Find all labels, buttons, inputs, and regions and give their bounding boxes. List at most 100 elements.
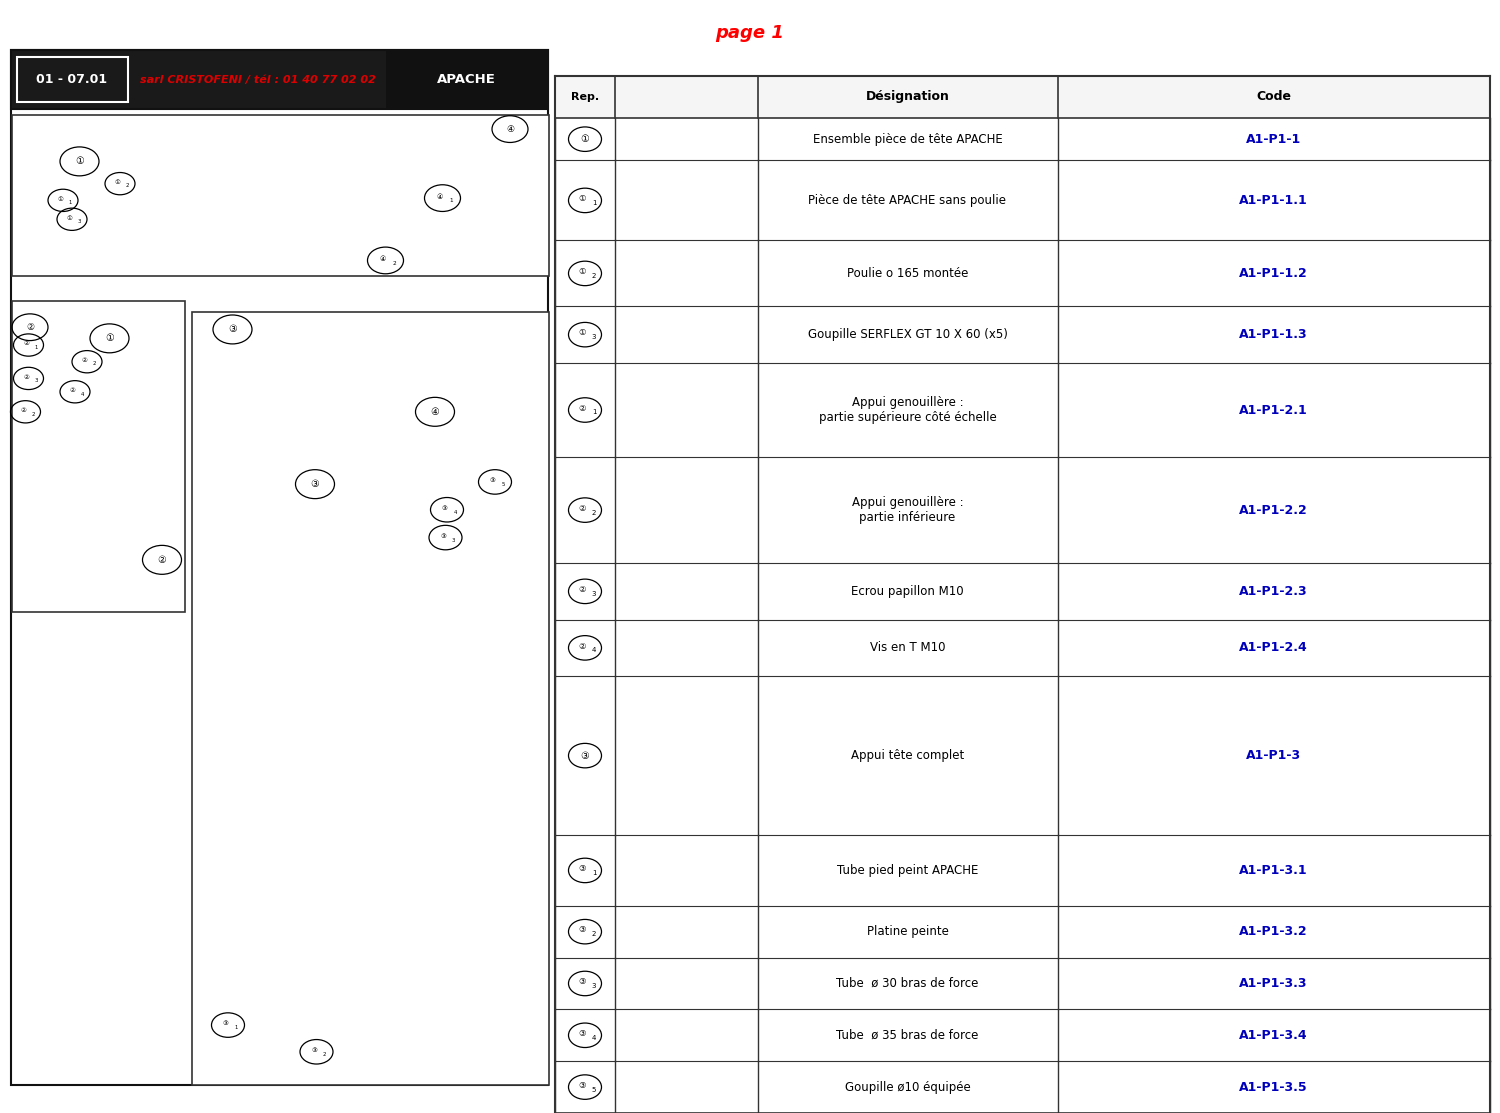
Text: ③: ③ [580,750,590,760]
Bar [555,620,1490,676]
Text: A1-P1-2.2: A1-P1-2.2 [1239,503,1308,516]
Text: A1-P1-2.1: A1-P1-2.1 [1239,404,1308,416]
Text: 5: 5 [592,1086,597,1093]
Text: ①: ① [578,328,585,337]
Text: Code: Code [1256,90,1292,104]
Bar [555,306,1490,363]
Text: ②: ② [578,504,585,513]
Text: ④: ④ [506,125,515,134]
Text: Vis en T M10: Vis en T M10 [870,641,945,654]
Text: 3: 3 [78,219,81,224]
Text: sarl CRISTOFENI / tél : 01 40 77 02 02: sarl CRISTOFENI / tél : 01 40 77 02 02 [140,75,375,85]
Text: ③: ③ [578,977,585,986]
Text: ③: ③ [578,864,585,873]
Text: Appui genouillère :
partie inférieure: Appui genouillère : partie inférieure [852,496,963,524]
Text: Goupille ø10 équipée: Goupille ø10 équipée [844,1081,970,1094]
Text: A1-P1-3.3: A1-P1-3.3 [1239,977,1308,989]
Text: ①: ① [75,157,84,166]
Text: ③: ③ [310,480,320,489]
Text: ③: ③ [228,325,237,334]
Text: A1-P1-3.2: A1-P1-3.2 [1239,925,1308,938]
Text: 1: 1 [234,1025,238,1030]
Text: A1-P1-3.1: A1-P1-3.1 [1239,864,1308,877]
Text: ②: ② [24,375,28,380]
Bar [555,906,1490,957]
Bar [12,301,184,612]
Text: 3: 3 [452,538,456,542]
Text: ②: ② [82,358,87,363]
Text: ③: ③ [578,1028,585,1038]
Text: ③: ③ [222,1022,228,1026]
Text: A1-P1-3.5: A1-P1-3.5 [1239,1081,1308,1094]
Bar [386,50,548,109]
Text: 2: 2 [393,260,396,266]
Text: 1: 1 [34,345,38,349]
Text: ③: ③ [440,534,446,539]
Text: Ecrou papillon M10: Ecrou papillon M10 [850,584,964,598]
Bar [555,563,1490,620]
Text: 2: 2 [592,932,597,937]
Bar [10,50,548,109]
Bar [10,50,548,1085]
Text: ①: ① [578,267,585,276]
Text: A1-P1-1: A1-P1-1 [1246,132,1300,146]
Bar [555,835,1490,906]
Text: Poulie o 165 montée: Poulie o 165 montée [847,267,968,279]
Text: ②: ② [578,404,585,413]
Text: ①: ① [105,334,114,343]
Text: 1: 1 [592,200,597,206]
Bar [555,957,1490,1009]
Text: Rep.: Rep. [572,92,598,101]
Text: ①: ① [68,216,72,220]
Text: 1: 1 [592,410,597,415]
Text: 3: 3 [34,378,38,383]
Text: ②: ② [26,323,34,332]
Bar [12,115,549,276]
Bar [555,1061,1490,1113]
Text: ④: ④ [436,194,442,199]
Text: A1-P1-3: A1-P1-3 [1246,749,1300,762]
Text: Platine peinte: Platine peinte [867,925,948,938]
Text: 2: 2 [592,510,597,515]
Bar [555,118,1490,160]
Text: ①: ① [578,194,585,203]
Text: ②: ② [578,641,585,650]
Text: 2: 2 [93,362,96,366]
Text: ②: ② [70,388,75,393]
Text: Appui genouillère :
partie supérieure côté échelle: Appui genouillère : partie supérieure cô… [819,396,996,424]
Text: 1: 1 [450,198,453,204]
Text: 3: 3 [592,983,597,989]
Bar [555,1009,1490,1061]
Bar [555,240,1490,306]
Text: 1: 1 [592,870,597,876]
Text: Tube  ø 35 bras de force: Tube ø 35 bras de force [837,1028,978,1042]
Bar [555,76,1490,118]
Text: 2: 2 [32,412,34,416]
Bar [16,57,128,102]
Bar [555,676,1490,835]
Text: ②: ② [158,555,166,564]
Text: Pièce de tête APACHE sans poulie: Pièce de tête APACHE sans poulie [808,194,1006,207]
Text: Ensemble pièce de tête APACHE: Ensemble pièce de tête APACHE [813,132,1002,146]
Text: 5: 5 [501,482,506,486]
Text: A1-P1-1.2: A1-P1-1.2 [1239,267,1308,279]
Text: Désignation: Désignation [865,90,950,104]
Text: ③: ③ [441,506,447,511]
Text: ②: ② [578,585,585,594]
Text: Goupille SERFLEX GT 10 X 60 (x5): Goupille SERFLEX GT 10 X 60 (x5) [807,328,1008,342]
Text: A1-P1-1.1: A1-P1-1.1 [1239,194,1308,207]
Text: ①: ① [580,135,590,145]
Text: 3: 3 [592,334,597,341]
Bar [555,457,1490,563]
Text: 4: 4 [453,510,458,514]
Text: 1: 1 [69,200,72,205]
Text: 01 - 07.01: 01 - 07.01 [36,73,108,86]
Text: A1-P1-3.4: A1-P1-3.4 [1239,1028,1308,1042]
Text: APACHE: APACHE [436,73,496,86]
Text: A1-P1-2.4: A1-P1-2.4 [1239,641,1308,654]
Bar [555,363,1490,457]
Text: ①: ① [58,197,63,201]
Text: Tube  ø 30 bras de force: Tube ø 30 bras de force [837,977,978,989]
Text: ③: ③ [310,1048,316,1053]
Text: A1-P1-1.3: A1-P1-1.3 [1239,328,1308,342]
